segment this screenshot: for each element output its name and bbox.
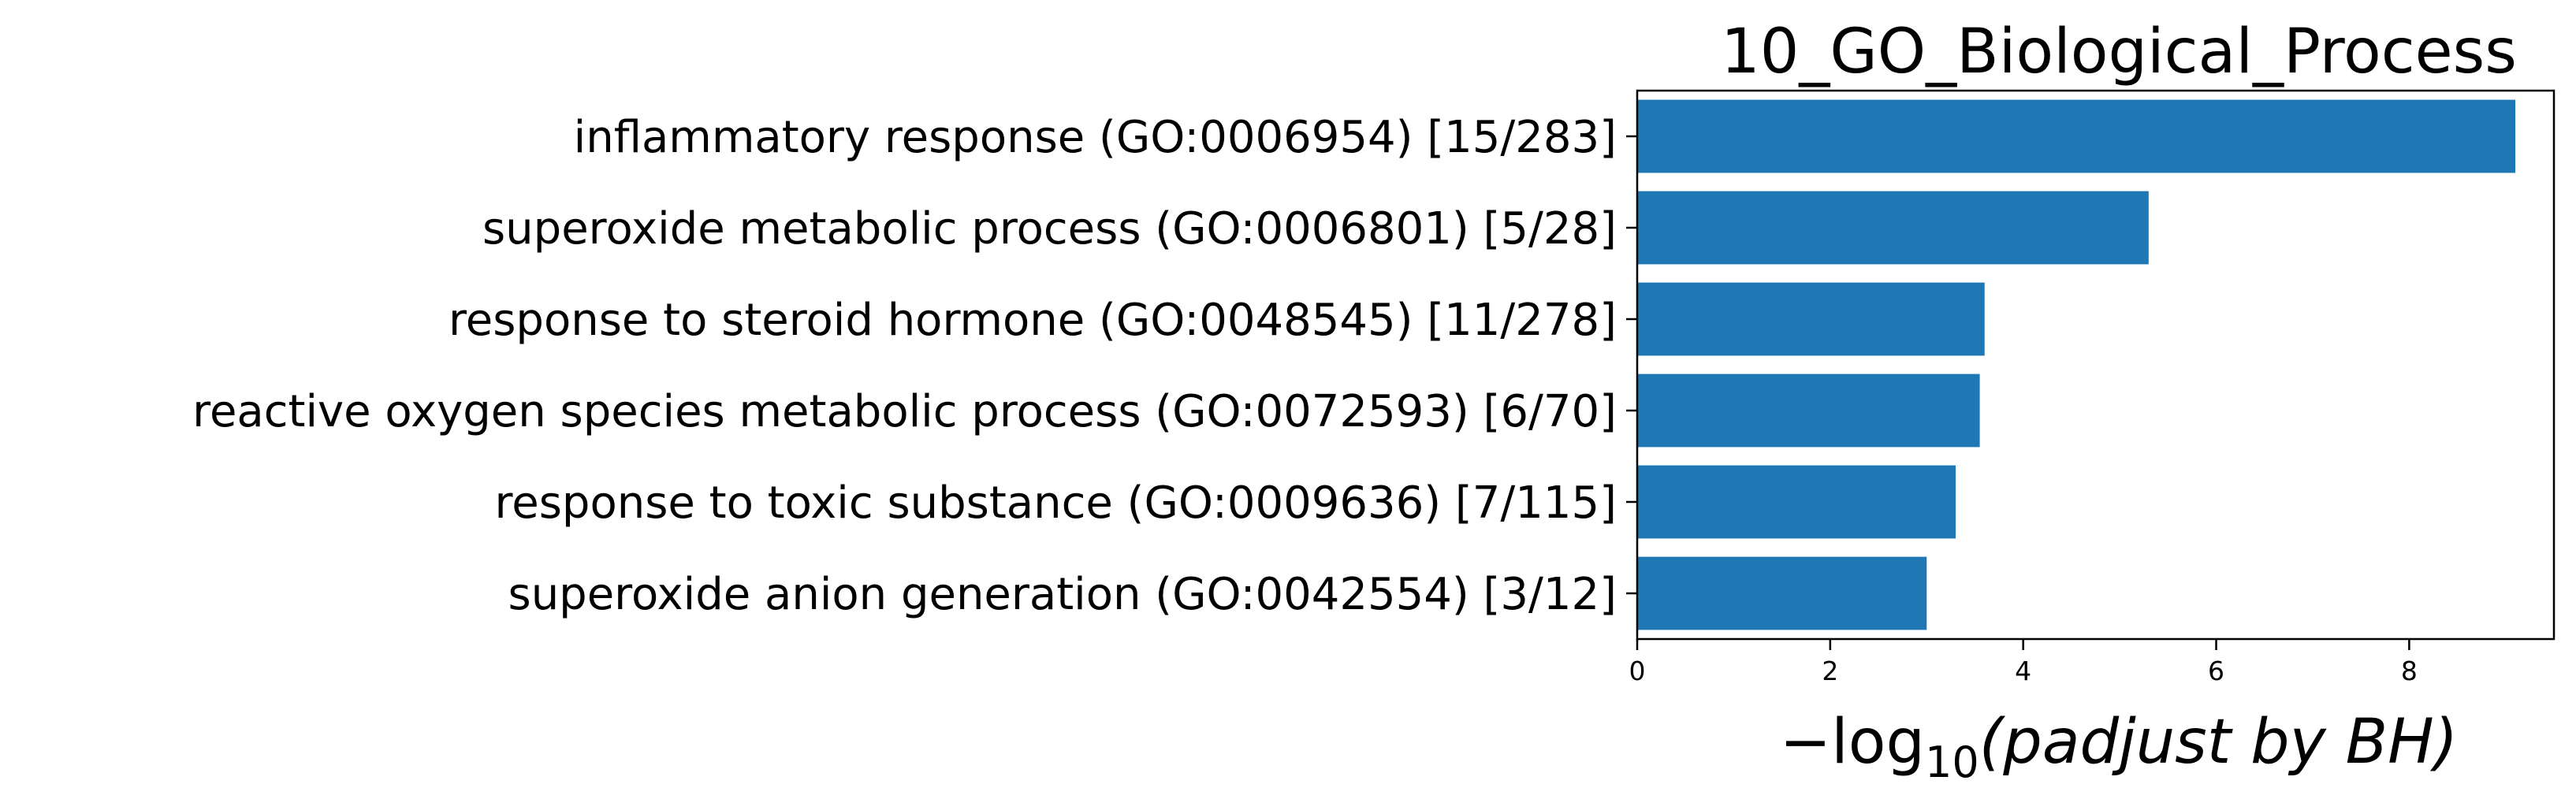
bar	[1637, 282, 1985, 356]
bar	[1637, 465, 1956, 539]
category-label: superoxide anion generation (GO:0042554)…	[508, 569, 1617, 620]
x-tick-label: 8	[2401, 656, 2418, 686]
category-labels: inflammatory response (GO:0006954) [15/2…	[192, 112, 1617, 620]
category-label: reactive oxygen species metabolic proces…	[192, 386, 1617, 437]
x-axis-label-prefix: −log	[1780, 707, 1925, 778]
x-axis-ticks: 0 2 4 6 8	[1626, 135, 2418, 686]
category-label: inflammatory response (GO:0006954) [15/2…	[574, 112, 1617, 163]
category-label: superoxide metabolic process (GO:0006801…	[482, 203, 1617, 255]
x-tick-label: 6	[2208, 656, 2224, 686]
plot-frame	[1636, 89, 2556, 641]
category-label: response to steroid hormone (GO:0048545)…	[449, 295, 1617, 346]
category-label: response to toxic substance (GO:0009636)…	[495, 478, 1617, 529]
x-tick-label: 0	[1629, 656, 1646, 686]
bar	[1637, 556, 1927, 630]
x-axis-label: −log10(padjust by BH)	[1780, 707, 2458, 787]
x-axis-label-body: (padjust by BH)	[1979, 707, 2458, 778]
bar	[1637, 373, 1980, 448]
x-tick-label: 4	[2015, 656, 2031, 686]
bars-layer	[1637, 99, 2516, 630]
x-axis-label-subscript: 10	[1925, 738, 1979, 787]
bar	[1637, 191, 2149, 265]
bar	[1637, 99, 2516, 173]
x-tick-label: 2	[1822, 656, 1838, 686]
chart-title: 10_GO_Biological_Process	[1721, 17, 2517, 87]
